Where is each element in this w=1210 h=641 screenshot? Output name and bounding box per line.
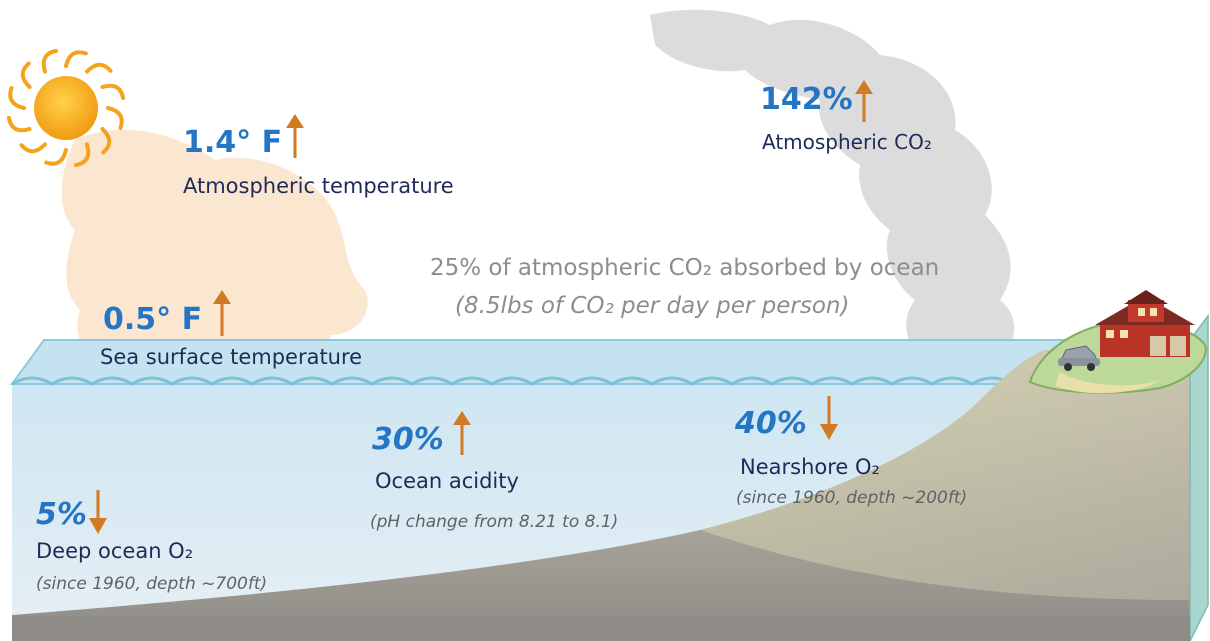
sun-ray [100,127,112,155]
sun-ray [19,142,47,154]
atm-temp-label: Atmospheric temperature [183,174,454,198]
sun-ray [100,83,126,100]
heat-haze [61,129,368,400]
sun-ray [8,86,26,110]
deep-o2-value: 5% [36,497,87,532]
nearshore-o2-note: (since 1960, depth ~200ft) [736,488,968,508]
co2-absorption-note: (8.5lbs of CO₂ per day per person) [455,293,850,319]
arrow-up-icon [453,411,471,455]
sun-ray [64,50,88,68]
house-icon [1095,290,1195,357]
deep-o2-note: (since 1960, depth ~700ft) [36,574,268,594]
sst-value: 0.5° F [103,302,203,337]
sun-ray [6,116,32,133]
atm-temp-value: 1.4° F [183,125,283,160]
sst-label: Sea surface temperature [100,345,363,369]
atm-co2-value: 142% [760,82,853,117]
sun-ray [44,148,68,166]
sun-icon [6,48,126,168]
coastal-slope [700,350,1190,600]
arrow-up-icon [855,80,873,122]
nearshore-o2-value: 40% [735,406,807,441]
ocean-box-side [1189,313,1209,641]
deep-o2-label: Deep ocean O₂ [36,539,194,563]
ocean-box-floor-edge [12,616,1190,641]
sun-ray [20,61,32,89]
car-icon [1058,345,1100,371]
acidity-value: 30% [372,422,444,457]
arrow-up-icon [286,114,304,158]
sun-ray [41,48,58,74]
nearshore-o2-label: Nearshore O₂ [740,455,880,479]
sun-ray [106,106,124,130]
island-beach [1055,372,1160,394]
acidity-label: Ocean acidity [375,469,519,493]
atm-co2-label: Atmospheric CO₂ [762,130,932,154]
co2-absorption-text: 25% of atmospheric CO₂ absorbed by ocean [430,255,940,281]
arrow-up-icon [213,290,231,336]
acidity-note: (pH change from 8.21 to 8.1) [370,512,619,532]
sun-ray [74,142,91,168]
sun-ray [85,62,113,74]
arrow-down-icon [89,490,107,534]
arrow-down-icon [820,396,838,440]
